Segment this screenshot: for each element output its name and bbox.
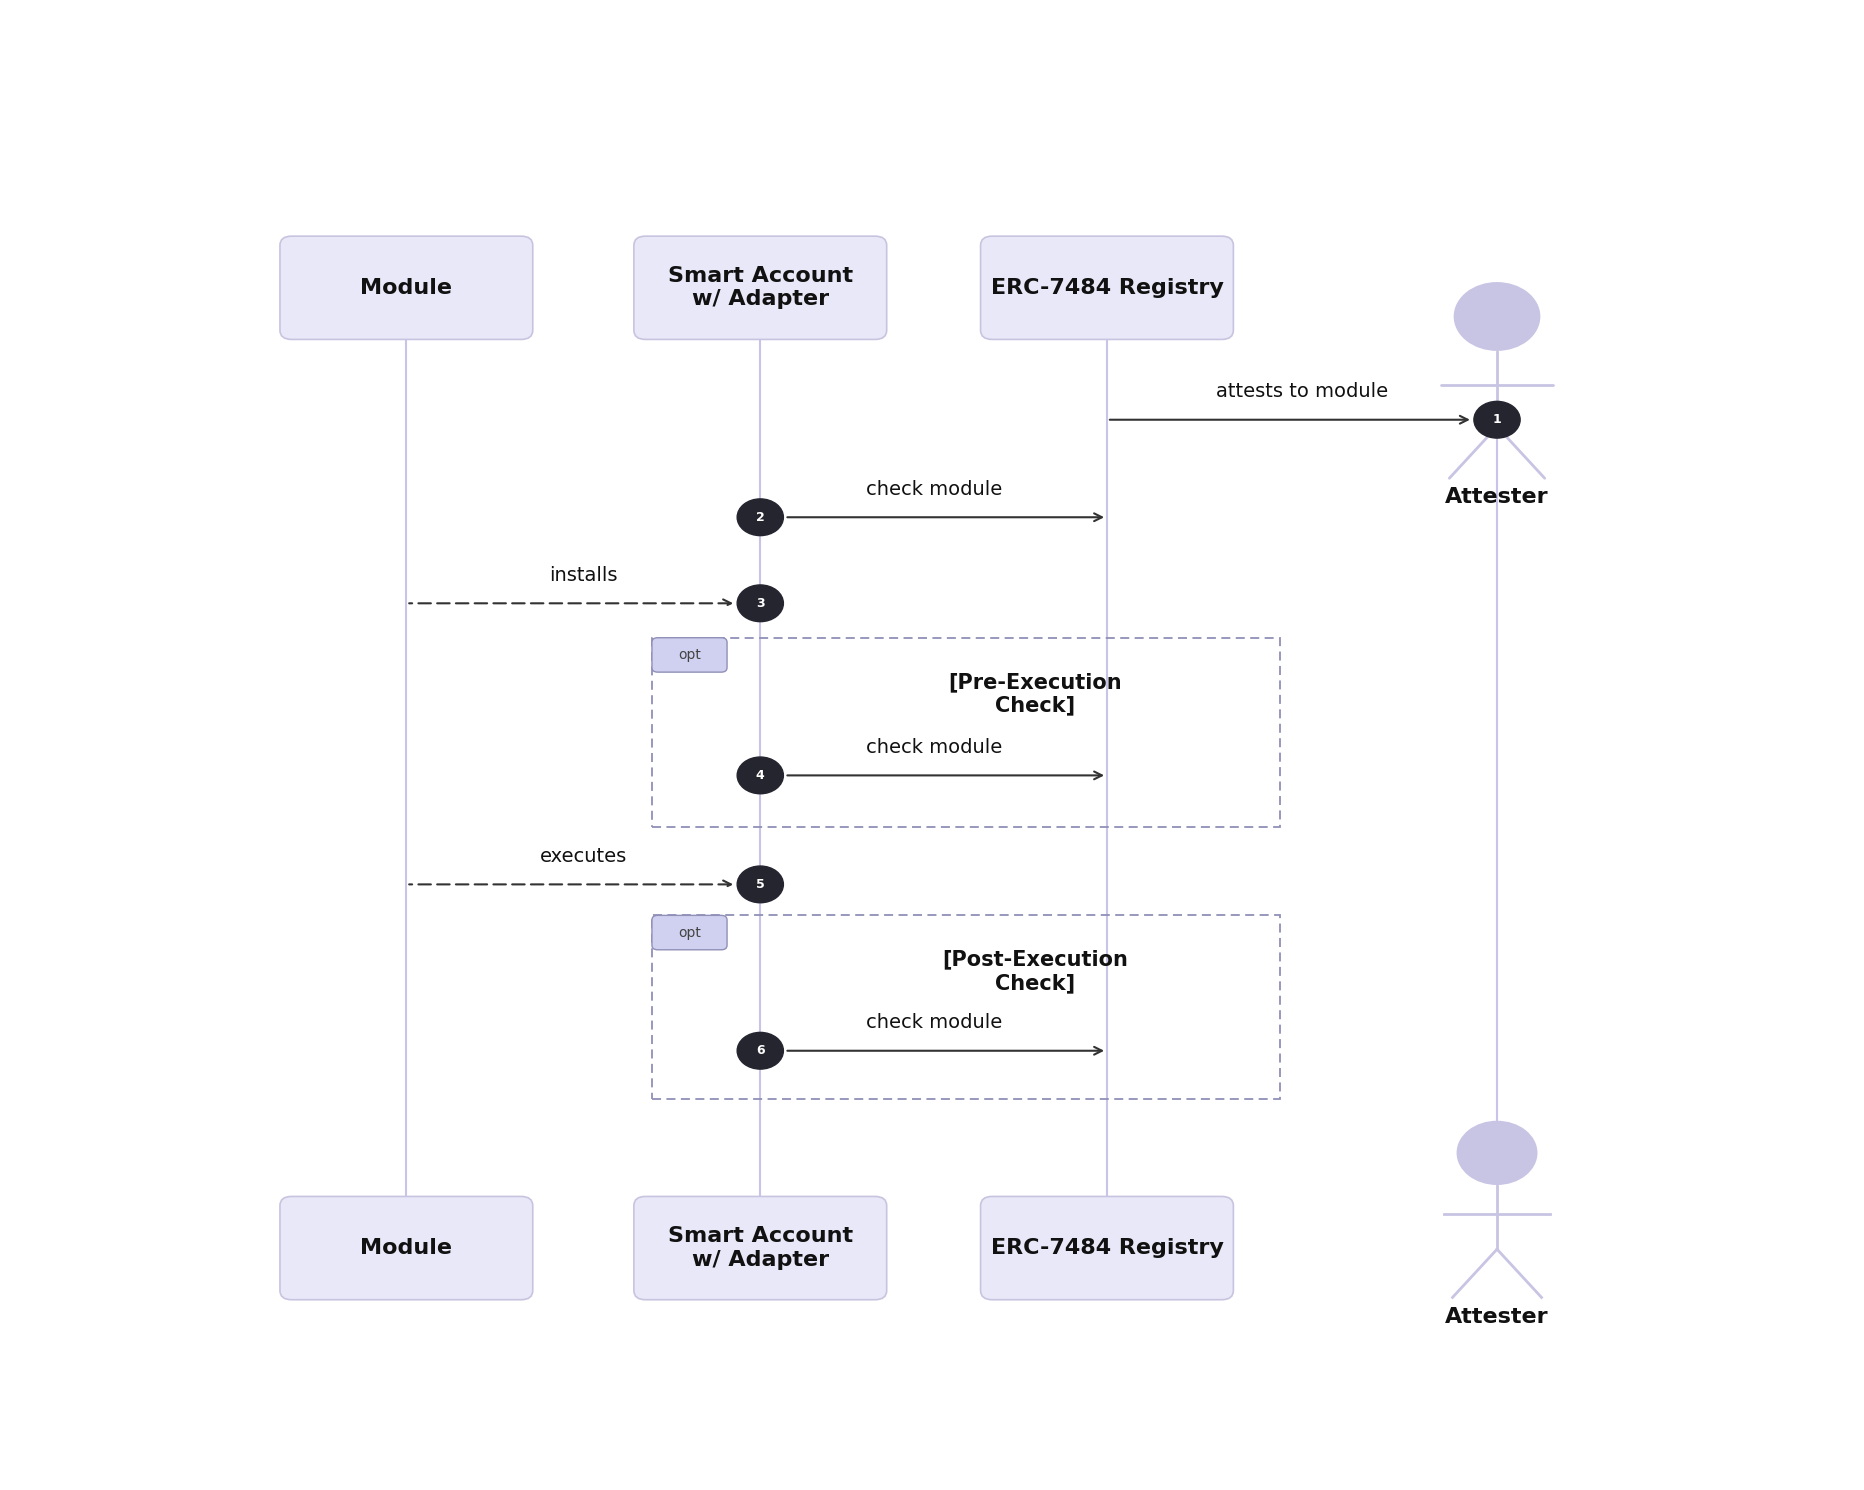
Text: 3: 3 <box>757 597 764 609</box>
Text: 4: 4 <box>757 769 764 782</box>
Text: Module: Module <box>360 1238 453 1258</box>
Text: opt: opt <box>678 925 701 940</box>
FancyBboxPatch shape <box>980 235 1234 340</box>
Text: ERC-7484 Registry: ERC-7484 Registry <box>990 1238 1223 1258</box>
Text: 6: 6 <box>757 1044 764 1058</box>
Circle shape <box>736 866 783 903</box>
Text: 1: 1 <box>1493 413 1501 426</box>
FancyBboxPatch shape <box>980 1196 1234 1299</box>
FancyBboxPatch shape <box>634 1196 887 1299</box>
Text: check module: check module <box>865 1013 1001 1033</box>
Circle shape <box>736 586 783 621</box>
Circle shape <box>1474 401 1521 438</box>
Text: opt: opt <box>678 648 701 662</box>
Text: Attester: Attester <box>1445 1307 1549 1326</box>
Text: 2: 2 <box>757 511 764 524</box>
Text: Smart Account
w/ Adapter: Smart Account w/ Adapter <box>667 1226 854 1269</box>
Circle shape <box>736 1033 783 1070</box>
Text: attests to module: attests to module <box>1215 383 1389 401</box>
Text: 5: 5 <box>757 878 764 891</box>
Text: [Pre-Execution
Check]: [Pre-Execution Check] <box>949 672 1122 715</box>
FancyBboxPatch shape <box>652 915 727 949</box>
Text: check module: check module <box>865 738 1001 757</box>
Text: executes: executes <box>541 846 626 866</box>
Circle shape <box>1456 1120 1538 1185</box>
Text: installs: installs <box>550 566 617 586</box>
Text: Module: Module <box>360 277 453 298</box>
Bar <box>652 915 1281 1100</box>
FancyBboxPatch shape <box>634 235 887 340</box>
FancyBboxPatch shape <box>280 1196 533 1299</box>
Text: ERC-7484 Registry: ERC-7484 Registry <box>990 277 1223 298</box>
Text: Attester: Attester <box>1445 487 1549 508</box>
Text: check module: check module <box>865 480 1001 499</box>
Text: [Post-Execution
Check]: [Post-Execution Check] <box>941 949 1128 992</box>
Bar <box>652 638 1281 827</box>
Circle shape <box>1454 282 1540 352</box>
Circle shape <box>736 757 783 794</box>
Circle shape <box>736 499 783 535</box>
Text: Smart Account
w/ Adapter: Smart Account w/ Adapter <box>667 267 854 310</box>
FancyBboxPatch shape <box>280 235 533 340</box>
FancyBboxPatch shape <box>652 638 727 672</box>
